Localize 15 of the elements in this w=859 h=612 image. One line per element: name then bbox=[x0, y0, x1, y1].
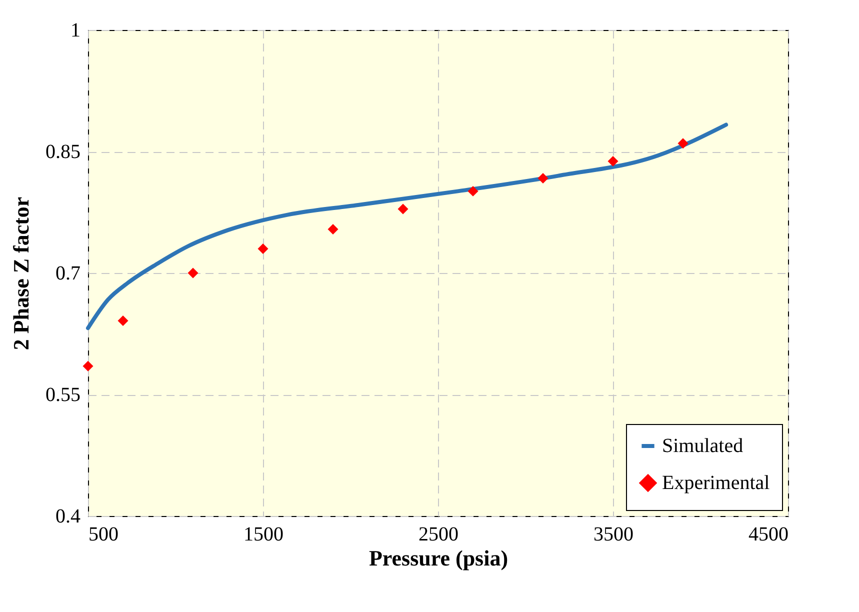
x-tick-label: 500 bbox=[88, 524, 118, 546]
y-tick-label: 0.7 bbox=[56, 262, 80, 284]
x-tick-label: 1500 bbox=[244, 524, 284, 546]
x-tick-label: 4500 bbox=[748, 524, 788, 546]
y-tick-label: 1 bbox=[70, 20, 80, 42]
legend-label: Simulated bbox=[662, 435, 744, 457]
y-axis-title: 2 Phase Z factor bbox=[8, 196, 34, 350]
x-tick-label: 3500 bbox=[594, 524, 634, 546]
x-tick-label: 2500 bbox=[418, 524, 458, 546]
y-tick-label: 0.85 bbox=[46, 141, 80, 163]
x-axis-title: Pressure (psia) bbox=[368, 546, 508, 570]
line-series bbox=[86, 122, 728, 330]
y-tick-label: 0.4 bbox=[56, 506, 80, 528]
y-tick-label: 0.55 bbox=[46, 384, 80, 406]
legend-label: Experimental bbox=[662, 472, 770, 494]
